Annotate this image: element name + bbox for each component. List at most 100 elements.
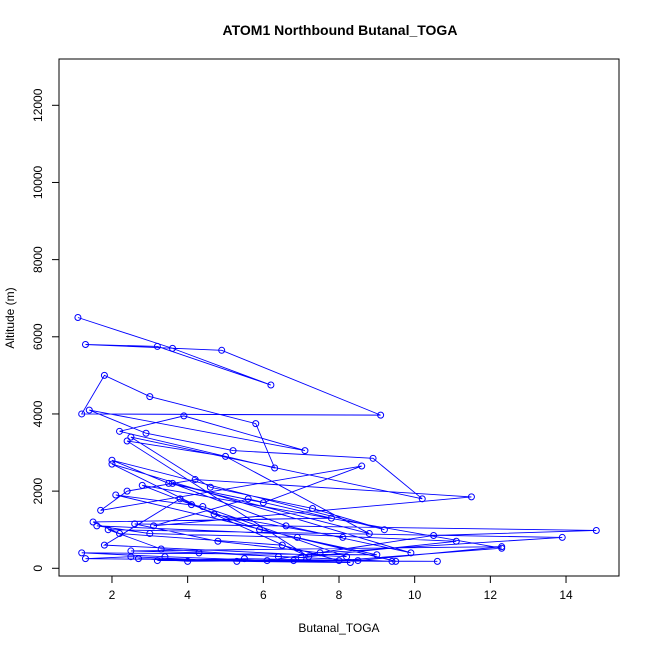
data-point (252, 420, 260, 428)
data-point (267, 381, 275, 389)
data-point (161, 553, 169, 561)
data-point (210, 510, 218, 518)
data-point (346, 558, 354, 566)
data-point (240, 555, 248, 563)
data-point (85, 406, 93, 414)
data-point (165, 479, 173, 487)
data-point (430, 531, 438, 539)
data-point (592, 526, 600, 534)
data-point (176, 495, 184, 503)
data-point (97, 506, 105, 514)
data-point (169, 344, 177, 352)
data-point (301, 447, 309, 455)
data-point (327, 514, 335, 522)
data-point (187, 501, 195, 509)
y-tick-label: 2000 (31, 477, 45, 504)
data-point (81, 555, 89, 563)
data-point (108, 456, 116, 464)
data-point (365, 530, 373, 538)
data-point (452, 537, 460, 545)
data-point (271, 464, 279, 472)
series-line (77, 317, 597, 563)
data-point (142, 429, 150, 437)
data-point (218, 346, 226, 354)
data-point (274, 553, 282, 561)
data-point (377, 411, 385, 419)
data-point (112, 491, 120, 499)
chart-title: ATOM1 Northbound Butanal_TOGA (223, 22, 458, 38)
data-point (157, 545, 165, 553)
data-point (259, 499, 267, 507)
data-point (354, 557, 362, 565)
data-point (339, 533, 347, 541)
data-point (380, 526, 388, 534)
data-point (244, 495, 252, 503)
y-tick-label: 8000 (31, 246, 45, 273)
data-point (309, 504, 317, 512)
data-point (392, 557, 400, 565)
data-point (305, 553, 313, 561)
y-tick-label: 10000 (31, 165, 45, 199)
y-tick-label: 0 (31, 565, 45, 572)
data-point (169, 479, 177, 487)
data-point (206, 483, 214, 491)
data-point (127, 547, 135, 555)
data-point (199, 503, 207, 511)
data-point (256, 526, 264, 534)
x-tick-label: 8 (336, 588, 343, 602)
data-point (184, 557, 192, 565)
data-point (358, 462, 366, 470)
data-point (369, 454, 377, 462)
data-point (123, 437, 131, 445)
data-point (93, 522, 101, 530)
data-point (297, 553, 305, 561)
series-layer (74, 314, 600, 566)
data-point (418, 495, 426, 503)
data-point (108, 460, 116, 468)
data-point (433, 557, 441, 565)
data-point (263, 557, 271, 565)
data-point (146, 393, 154, 401)
y-tick-label: 12000 (31, 88, 45, 122)
data-point (89, 518, 97, 526)
data-point (131, 520, 139, 528)
data-point (153, 557, 161, 565)
x-tick-label: 6 (260, 588, 267, 602)
data-point (180, 412, 188, 420)
data-point (407, 549, 415, 557)
data-point (195, 549, 203, 557)
data-point (373, 551, 381, 559)
data-point (388, 557, 396, 565)
data-point (104, 526, 112, 534)
data-point (146, 530, 154, 538)
data-point (123, 487, 131, 495)
data-point (282, 522, 290, 530)
data-point (335, 557, 343, 565)
data-point (498, 543, 506, 551)
data-point (138, 481, 146, 489)
data-point (467, 493, 475, 501)
x-tick-label: 14 (559, 588, 573, 602)
data-point (233, 557, 241, 565)
data-point (150, 522, 158, 530)
y-tick-label: 4000 (31, 400, 45, 427)
data-point (293, 533, 301, 541)
data-point (81, 341, 89, 349)
x-tick-label: 4 (184, 588, 191, 602)
data-point (74, 314, 82, 321)
data-point (100, 371, 108, 379)
data-point (78, 410, 86, 418)
data-point (278, 541, 286, 549)
data-point (191, 476, 199, 484)
y-axis: 0 2000 4000 6000 8000 10000 12000 (31, 88, 60, 572)
y-axis-label: Altitude (m) (3, 287, 17, 348)
y-tick-label: 6000 (31, 323, 45, 350)
x-tick-label: 12 (484, 588, 498, 602)
data-point (116, 427, 124, 435)
data-point (78, 549, 86, 557)
data-point (116, 530, 124, 538)
data-point (229, 447, 237, 455)
data-point (290, 557, 298, 565)
